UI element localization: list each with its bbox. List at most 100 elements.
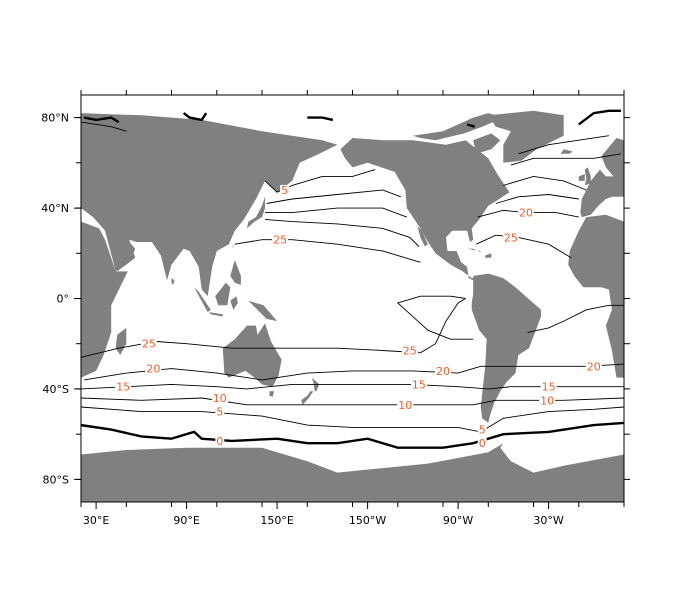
- land-masses: [81, 110, 624, 502]
- contour-label-background: [280, 185, 290, 196]
- contour-label-background: [410, 379, 427, 391]
- contour-20-south: [83, 363, 624, 381]
- land-philippines: [230, 260, 241, 285]
- land-africa: [81, 221, 128, 378]
- lon-tick-label: 150°E: [260, 514, 293, 527]
- land-europe: [580, 138, 624, 218]
- contour-label-background: [540, 381, 557, 393]
- lon-tick-label: 30°E: [83, 514, 109, 527]
- contour-15-north-pacific: [265, 207, 407, 218]
- lon-tick-label: 90°W: [443, 514, 473, 527]
- contour-label-background: [401, 345, 418, 357]
- contour-label: 10: [540, 394, 554, 407]
- contour-5-north-atlantic: [510, 153, 622, 166]
- contour-10-north-pacific: [266, 189, 401, 204]
- land-eurasia: [81, 113, 338, 297]
- contour-5-south: [81, 406, 624, 433]
- contour-label-background: [272, 234, 289, 246]
- land-arabia: [105, 230, 136, 272]
- contour-label: 15: [412, 378, 426, 391]
- contour-0-north-atlantic: [518, 135, 609, 155]
- land-cuba: [467, 248, 483, 254]
- land-hispaniola: [485, 253, 492, 258]
- contour-20-north-pacific: [264, 218, 420, 247]
- contour-label-background: [477, 438, 487, 450]
- lon-tick-label: 90°E: [173, 514, 199, 527]
- contour-10-north-atlantic: [503, 175, 587, 191]
- land-iceland: [560, 149, 573, 154]
- lat-tick-label: 40°S: [43, 383, 69, 396]
- contour-label: 10: [398, 399, 412, 412]
- contour-label-background: [211, 393, 228, 404]
- contour-15-south: [81, 383, 624, 390]
- land-ireland: [578, 174, 585, 181]
- contour-0-arctic-4: [466, 123, 476, 128]
- contour-label: 15: [116, 381, 130, 394]
- land-borneo: [215, 282, 231, 306]
- contour-label: 5: [216, 406, 223, 419]
- land-sumatra: [194, 287, 211, 313]
- land-africa-west: [568, 214, 624, 378]
- contour-label-background: [477, 424, 487, 436]
- contour-label: 0: [216, 435, 223, 448]
- land-japan: [246, 196, 265, 229]
- land-sri-lanka: [171, 278, 175, 285]
- contour-label: 25: [504, 231, 518, 244]
- land-south-america: [471, 273, 541, 423]
- land-tasmania: [269, 391, 275, 397]
- contour-label: 25: [403, 345, 417, 358]
- land-antarctica: [81, 443, 624, 502]
- contour-label: 20: [587, 360, 601, 373]
- land-greenland: [488, 110, 564, 163]
- lat-tick-label: 80°N: [41, 112, 69, 125]
- contour-label: 20: [436, 365, 450, 378]
- contour-label: 5: [281, 184, 288, 197]
- contour-10-indian-north: [81, 121, 127, 132]
- contour-25-atlantic: [527, 304, 624, 333]
- contour-label: 25: [142, 338, 156, 351]
- contour-0-arctic-1: [83, 116, 120, 124]
- contour-25-east-pacific: [396, 295, 474, 340]
- land-sulawesi: [230, 296, 238, 310]
- contour-label: 5: [479, 424, 486, 437]
- contour-0-arctic-5: [578, 109, 621, 126]
- contour-15-north-atlantic: [495, 194, 579, 204]
- contour-label-background: [115, 381, 132, 393]
- contour-label: 10: [213, 392, 227, 405]
- land-java: [209, 312, 223, 317]
- lon-tick-label: 150°W: [349, 514, 386, 527]
- lat-tick-label: 0°: [57, 293, 70, 306]
- contour-label-background: [539, 395, 556, 407]
- contour-label: 25: [273, 234, 287, 247]
- contour-label-background: [215, 435, 225, 447]
- contour-label-background: [518, 207, 534, 219]
- land-australia: [222, 323, 282, 387]
- contour-label-background: [215, 406, 225, 418]
- land-arctic-islands: [412, 113, 504, 141]
- temperature-contours: [81, 109, 624, 449]
- contour-0-arctic-3: [307, 116, 334, 122]
- land-north-america: [340, 138, 510, 281]
- land-new-zealand-s: [301, 391, 314, 405]
- land-baffin: [473, 133, 501, 154]
- land-taiwan: [231, 242, 235, 249]
- contour-label-background: [397, 399, 414, 411]
- contour-label: 20: [519, 207, 533, 220]
- contour-0-south: [81, 421, 624, 449]
- land-new-guinea: [248, 300, 278, 322]
- contour-5-north-pacific: [264, 169, 376, 193]
- contour-10-south: [81, 397, 624, 406]
- contour-0-arctic-2: [182, 112, 208, 122]
- contour-label-background: [435, 365, 451, 377]
- land-baja: [417, 226, 428, 247]
- contour-label-background: [585, 361, 602, 373]
- lat-tick-label: 80°S: [43, 473, 69, 486]
- contour-label: 0: [479, 437, 486, 450]
- axis-ticks: 30°E 90°E 150°E 150°W 90°W 30°W 80°N 40°N 0° 40°S…: [41, 90, 630, 527]
- lat-tick-label: 40°N: [41, 202, 69, 215]
- contour-25-north-pacific: [234, 239, 421, 263]
- contour-label: 15: [542, 381, 556, 394]
- land-gb: [584, 167, 591, 186]
